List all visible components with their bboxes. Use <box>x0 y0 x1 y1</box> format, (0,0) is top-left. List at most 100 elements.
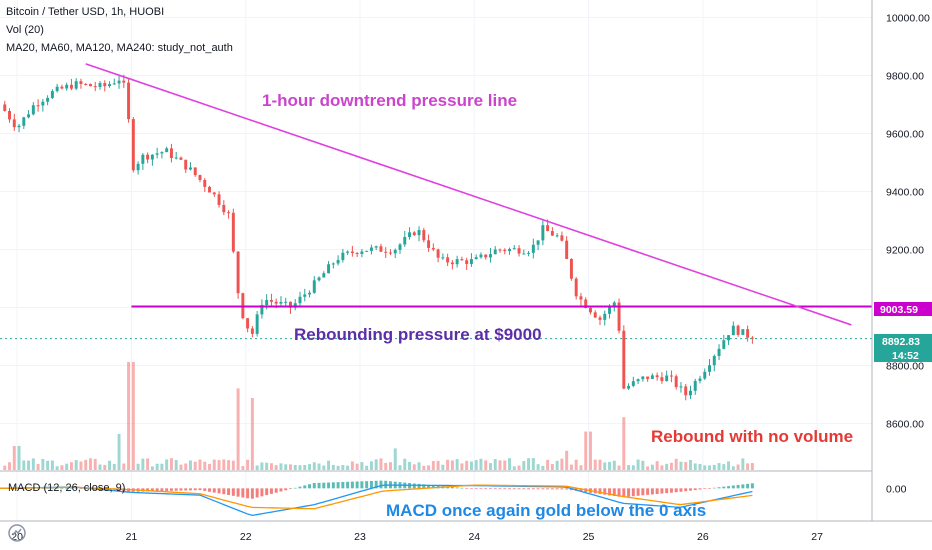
price-tick-label: 8800.00 <box>886 361 924 373</box>
macd-histogram-bar <box>260 488 264 497</box>
volume-bar <box>22 460 26 470</box>
candle-body <box>727 335 731 341</box>
candle-body <box>617 302 621 331</box>
macd-histogram-bar <box>498 488 502 490</box>
macd-histogram-bar <box>327 482 331 489</box>
macd-histogram-bar <box>641 488 645 496</box>
volume-bar <box>498 460 502 470</box>
candle-body <box>722 340 726 349</box>
candle-body <box>498 249 502 251</box>
candle-body <box>641 376 645 380</box>
volume-bar <box>412 464 416 470</box>
candle-body <box>708 365 711 372</box>
candle-body <box>703 371 707 379</box>
macd-histogram-bar <box>355 481 359 489</box>
tradingview-logo-icon[interactable] <box>8 524 26 542</box>
candle-body <box>489 254 492 258</box>
candle-body <box>250 328 254 334</box>
candle-body <box>750 337 754 339</box>
volume-bar <box>736 464 740 470</box>
candle-body <box>112 83 116 85</box>
volume-bar <box>298 465 302 470</box>
macd-histogram-bar <box>146 488 150 492</box>
volume-bar <box>174 460 178 470</box>
legend-ma[interactable]: MA20, MA60, MA120, MA240: study_not_auth <box>6 42 233 54</box>
volume-bar <box>512 466 516 470</box>
macd-histogram-bar <box>674 488 678 493</box>
candle-body <box>412 232 416 236</box>
macd-histogram-bar <box>717 487 721 489</box>
macd-histogram-bar <box>227 488 231 496</box>
volume-bar <box>122 463 126 470</box>
candle-body <box>46 97 50 102</box>
candle-body <box>565 240 569 259</box>
volume-bar <box>3 465 7 470</box>
candle-body <box>646 376 650 379</box>
volume-bar <box>141 458 145 470</box>
candle-body <box>184 159 188 170</box>
volume-bar <box>365 465 369 470</box>
macd-histogram-bar <box>365 481 369 489</box>
candle-body <box>631 381 635 386</box>
candle-body <box>569 258 573 279</box>
volume-bar <box>627 465 631 470</box>
macd-histogram-bar <box>708 488 711 489</box>
candle-body <box>650 375 654 379</box>
macd-histogram-bar <box>469 488 473 489</box>
volume-bar <box>269 463 273 470</box>
candle-body <box>584 299 588 308</box>
volume-bar <box>427 465 431 470</box>
volume-bar <box>541 465 545 470</box>
macd-histogram-bar <box>698 488 702 490</box>
candle-body <box>579 296 583 300</box>
macd-histogram-bar <box>50 488 54 489</box>
candle-body <box>660 377 664 382</box>
candle-body <box>31 105 35 115</box>
candle-body <box>27 114 31 118</box>
candle-body <box>389 252 392 254</box>
candle-body <box>198 175 202 180</box>
macd-histogram-bar <box>646 488 650 495</box>
volume-bar <box>146 458 150 470</box>
candle-body <box>84 83 88 85</box>
legend-macd[interactable]: MACD (12, 26, close, 9) <box>8 482 126 494</box>
macd-histogram-bar <box>555 488 559 490</box>
macd-histogram-bar <box>693 488 697 491</box>
volume-bar <box>293 465 297 470</box>
legend-volume[interactable]: Vol (20) <box>6 24 44 36</box>
candle-body <box>22 117 26 126</box>
volume-bar <box>660 465 664 470</box>
volume-bar <box>646 466 650 470</box>
volume-bar <box>503 460 507 470</box>
annotation-downtrend: 1-hour downtrend pressure line <box>262 91 517 110</box>
candle-body <box>308 292 311 295</box>
candle-body <box>446 257 450 263</box>
macd-histogram-bar <box>222 488 226 495</box>
macd-histogram-bar <box>622 488 626 498</box>
macd-histogram-bar <box>684 488 688 492</box>
volume-bar <box>493 459 497 470</box>
volume-bar <box>336 465 340 470</box>
candle-body <box>103 83 107 87</box>
macd-histogram-bar <box>627 488 631 497</box>
volume-bar <box>108 460 111 470</box>
candle-body <box>374 246 378 248</box>
time-tick-label: 25 <box>583 531 595 543</box>
volume-bar <box>722 464 726 470</box>
volume-bar <box>474 460 478 470</box>
volume-bars <box>3 362 754 470</box>
candle-body <box>12 119 16 128</box>
volume-bar <box>422 465 426 470</box>
volume-bar <box>155 463 159 470</box>
macd-histogram-bar <box>217 488 221 494</box>
legend-symbol[interactable]: Bitcoin / Tether USD, 1h, HUOBI <box>6 6 165 18</box>
signal-line <box>0 484 753 510</box>
macd-histogram-bar <box>360 481 364 489</box>
volume-bar <box>93 458 97 470</box>
price-tick-label: 9600.00 <box>886 128 924 140</box>
volume-bar <box>260 462 264 470</box>
candle-body <box>417 230 421 236</box>
macd-histogram-bar <box>493 488 497 490</box>
candle-body <box>541 225 545 241</box>
